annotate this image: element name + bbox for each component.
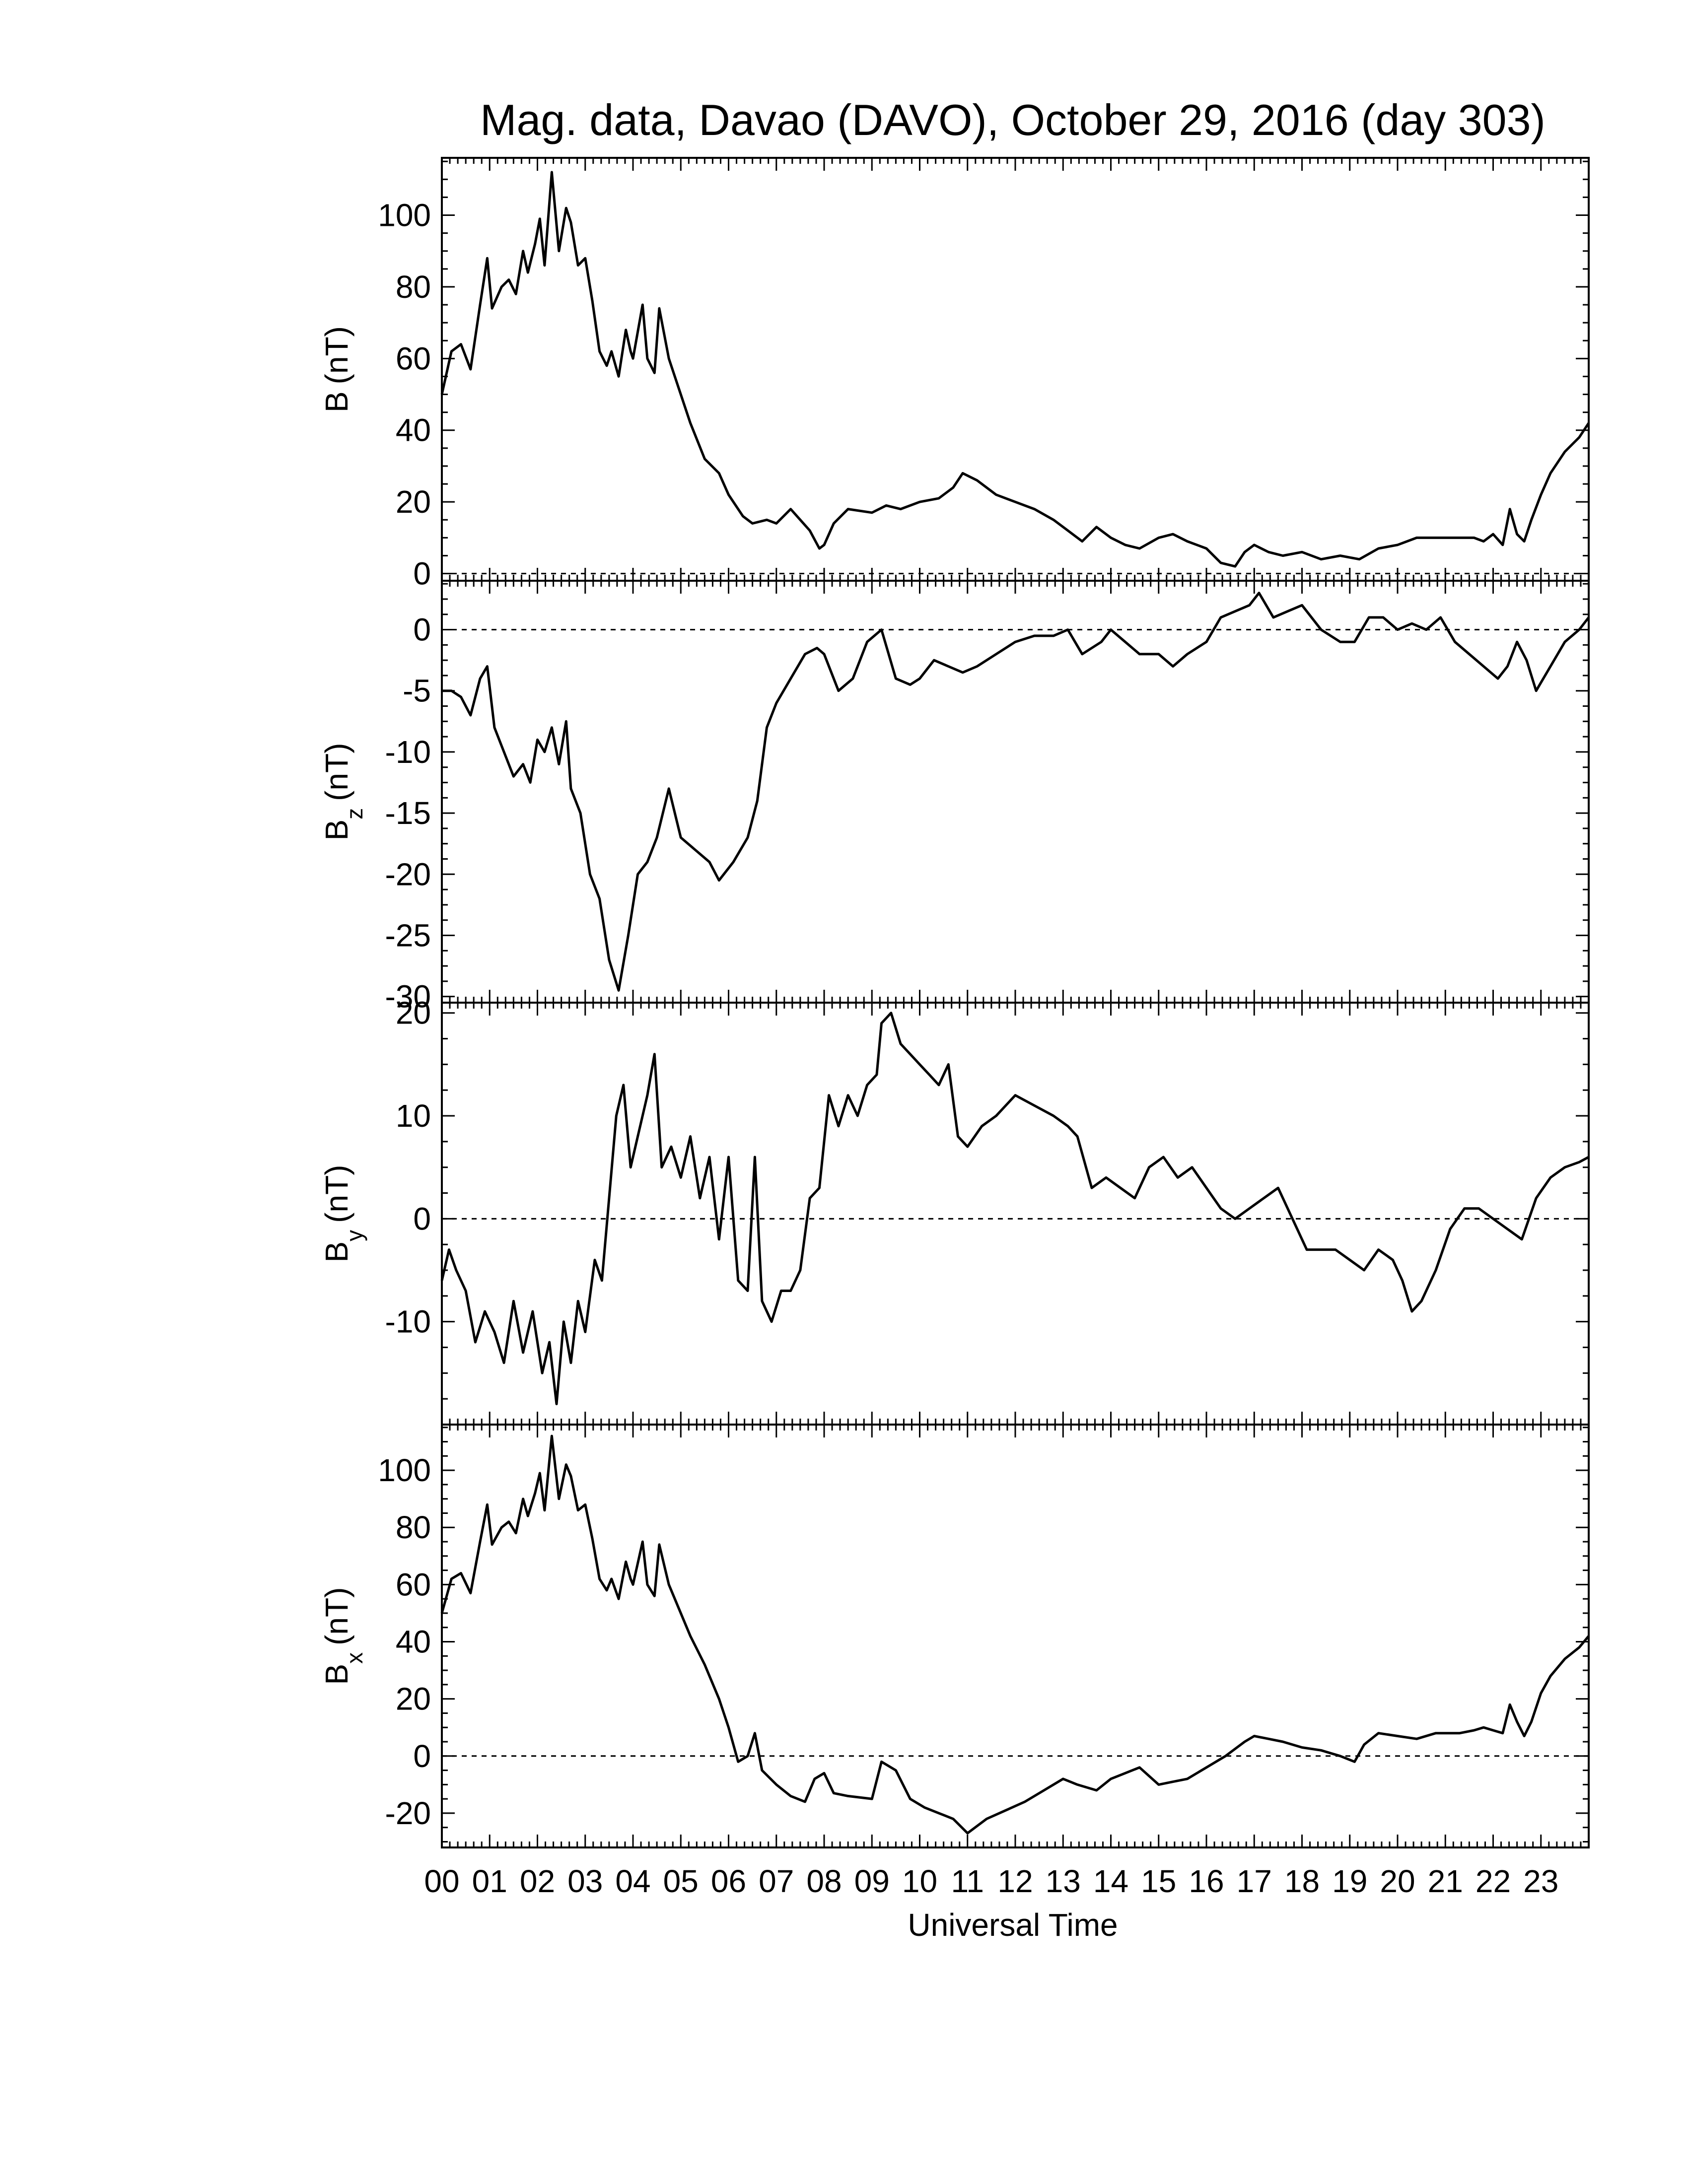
series-line-panel-3 (440, 1012, 1590, 1405)
y-tick-label: 60 (396, 1567, 431, 1602)
y-tick-label: 0 (413, 612, 431, 648)
x-tick-label: 07 (759, 1863, 794, 1899)
series-line-panel-2 (442, 592, 1590, 992)
y-tick-label: 0 (413, 1201, 431, 1236)
y-axis-label-main: B (319, 819, 354, 841)
y-tick-label: -10 (385, 734, 431, 770)
y-tick-label: 0 (413, 556, 431, 592)
panel-3: 20 10 0 -10 By (nT) (319, 995, 1590, 1426)
y-tick-label: 80 (396, 1509, 431, 1545)
x-tick-label: 06 (711, 1863, 746, 1899)
y-axis-label: By (nT) (319, 1165, 367, 1263)
x-tick-label: 11 (951, 1863, 984, 1899)
x-tick-label: 17 (1237, 1863, 1272, 1899)
panel-2: 0 -5 -10 -15 -20 -25 -30 Bz (nT) (319, 580, 1590, 1015)
x-axis-label: Universal Time (908, 1907, 1118, 1943)
y-tick-label: 20 (396, 995, 431, 1031)
x-tick-label: 02 (520, 1863, 555, 1899)
x-tick-label: 18 (1284, 1863, 1320, 1899)
y-tick-label: 100 (378, 198, 431, 233)
y-tick-label: 20 (396, 1681, 431, 1717)
x-tick-label: 14 (1093, 1863, 1128, 1899)
y-axis-label: Bz (nT) (319, 743, 367, 841)
y-axis-label-unit: (nT) (319, 743, 354, 801)
y-tick-label: 40 (396, 412, 431, 448)
y-axis-label-main: B (319, 1241, 354, 1263)
x-tick-label: 03 (567, 1863, 603, 1899)
y-axis-label-sub: x (342, 1652, 367, 1664)
x-tick-label: 10 (902, 1863, 937, 1899)
y-tick-label: -20 (385, 856, 431, 892)
y-tick-label: -10 (385, 1304, 431, 1340)
panel-4: 100 80 60 40 20 0 -20 Bx (nT) (319, 1424, 1590, 1848)
panel-1: 0 20 40 60 80 100 B (nT) (319, 157, 1590, 592)
y-tick-label: -15 (385, 795, 431, 831)
x-tick-label: 16 (1189, 1863, 1224, 1899)
x-tick-label: 13 (1046, 1863, 1081, 1899)
x-tick-label: 05 (663, 1863, 699, 1899)
y-tick-label: 80 (396, 269, 431, 305)
chart-title: Mag. data, Davao (DAVO), October 29, 201… (480, 95, 1546, 144)
y-tick-label: -5 (403, 673, 431, 709)
x-tick-label: 15 (1141, 1863, 1176, 1899)
series-line-panel-4 (440, 1434, 1590, 1835)
panel-frame (441, 580, 1590, 1004)
y-axis-label-unit: (nT) (319, 1587, 354, 1645)
y-tick-label: 0 (413, 1738, 431, 1774)
y-tick-label: 10 (396, 1098, 431, 1134)
y-axis-label-main: B (319, 391, 354, 412)
x-tick-labels: 00 01 02 03 04 05 06 07 08 09 10 11 12 13 14 15 16 17 18 19… (424, 1863, 1558, 1899)
x-tick-label: 21 (1428, 1863, 1463, 1899)
x-tick-label: 23 (1523, 1863, 1558, 1899)
y-axis-label-sub: z (342, 808, 367, 819)
y-axis-label-unit: (nT) (319, 326, 354, 384)
y-tick-label: 100 (378, 1452, 431, 1488)
x-tick-label: 20 (1380, 1863, 1415, 1899)
x-tick-label: 22 (1476, 1863, 1511, 1899)
y-tick-label: 20 (396, 484, 431, 520)
x-tick-label: 04 (615, 1863, 650, 1899)
panel-frame (441, 1424, 1590, 1848)
y-tick-label: -25 (385, 917, 431, 953)
x-tick-label: 08 (806, 1863, 842, 1899)
x-tick-label: 00 (424, 1863, 459, 1899)
y-axis-label: B (nT) (319, 326, 354, 412)
x-tick-label: 09 (854, 1863, 890, 1899)
x-tick-label: 19 (1332, 1863, 1367, 1899)
y-axis-label-unit: (nT) (319, 1165, 354, 1223)
y-tick-label: 40 (396, 1624, 431, 1660)
x-tick-label: 01 (472, 1863, 507, 1899)
panel-frame (441, 157, 1590, 582)
y-tick-label: 60 (396, 341, 431, 376)
series-line-panel-1 (440, 171, 1590, 568)
y-tick-label: -20 (385, 1795, 431, 1831)
y-axis-label-sub: y (342, 1230, 367, 1241)
y-tick-label: -30 (385, 979, 431, 1015)
y-axis-label: Bx (nT) (319, 1587, 367, 1685)
x-tick-label: 12 (997, 1863, 1033, 1899)
y-axis-label-main: B (319, 1664, 354, 1685)
panel-frame (441, 1002, 1590, 1426)
chart-panels: 020406080100B(nT)0-5-10-15-20-25-30Bz(nT… (319, 157, 1590, 1848)
